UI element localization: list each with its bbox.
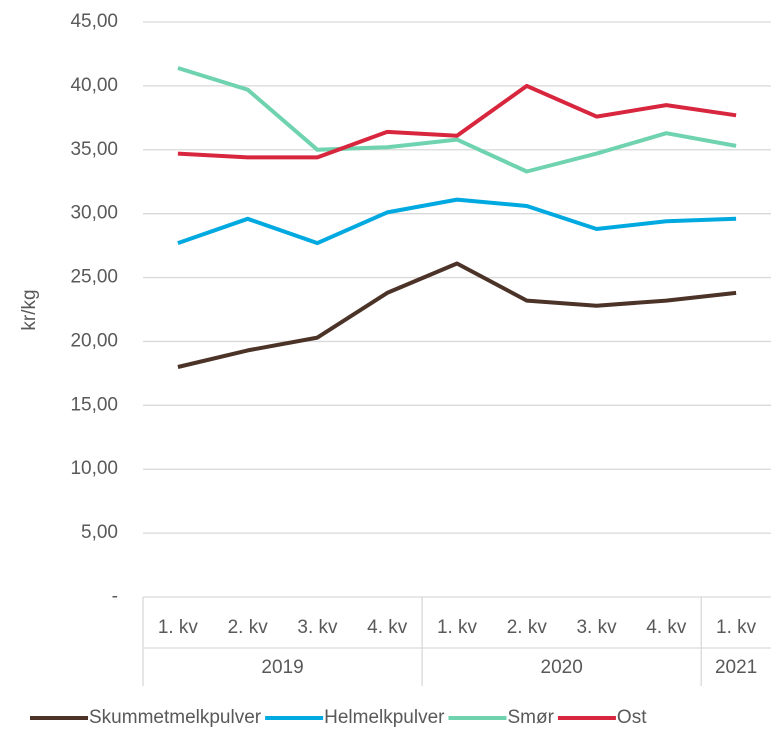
x-tick-label: 1. kv bbox=[158, 617, 199, 638]
y-tick-label: 20,00 bbox=[70, 330, 118, 351]
x-group-label: 2021 bbox=[715, 657, 757, 678]
data-line bbox=[177, 197, 737, 246]
legend-label: Ost bbox=[617, 707, 647, 728]
y-tick-label: 25,00 bbox=[70, 267, 118, 288]
x-tick-label: 1. kv bbox=[716, 617, 757, 638]
legend-label: Helmelkpulver bbox=[324, 707, 445, 728]
x-tick-label: 2. kv bbox=[507, 617, 548, 638]
x-tick-label: 4. kv bbox=[367, 617, 408, 638]
data-line bbox=[177, 83, 737, 160]
y-tick-label: 15,00 bbox=[70, 394, 118, 415]
y-tick-label: 40,00 bbox=[70, 75, 118, 96]
legend-label: Smør bbox=[507, 707, 554, 728]
y-tick-label: 45,00 bbox=[70, 11, 118, 32]
x-tick-label: 2. kv bbox=[228, 617, 269, 638]
legend-label: Skummetmelkpulver bbox=[89, 707, 262, 728]
x-group-label: 2020 bbox=[541, 657, 583, 678]
x-tick-label: 1. kv bbox=[437, 617, 478, 638]
y-tick-label: 35,00 bbox=[70, 139, 118, 160]
y-tick-label: 5,00 bbox=[81, 522, 118, 543]
y-tick-label: 10,00 bbox=[70, 458, 118, 479]
x-tick-label: 3. kv bbox=[297, 617, 338, 638]
y-tick-label: 30,00 bbox=[70, 203, 118, 224]
data-line bbox=[177, 66, 737, 174]
x-tick-label: 4. kv bbox=[646, 617, 687, 638]
y-axis-label: kr/kg bbox=[19, 289, 40, 330]
x-tick-label: 3. kv bbox=[576, 617, 617, 638]
y-tick-label: - bbox=[112, 586, 118, 607]
data-line bbox=[177, 261, 737, 369]
x-group-label: 2019 bbox=[261, 657, 303, 678]
